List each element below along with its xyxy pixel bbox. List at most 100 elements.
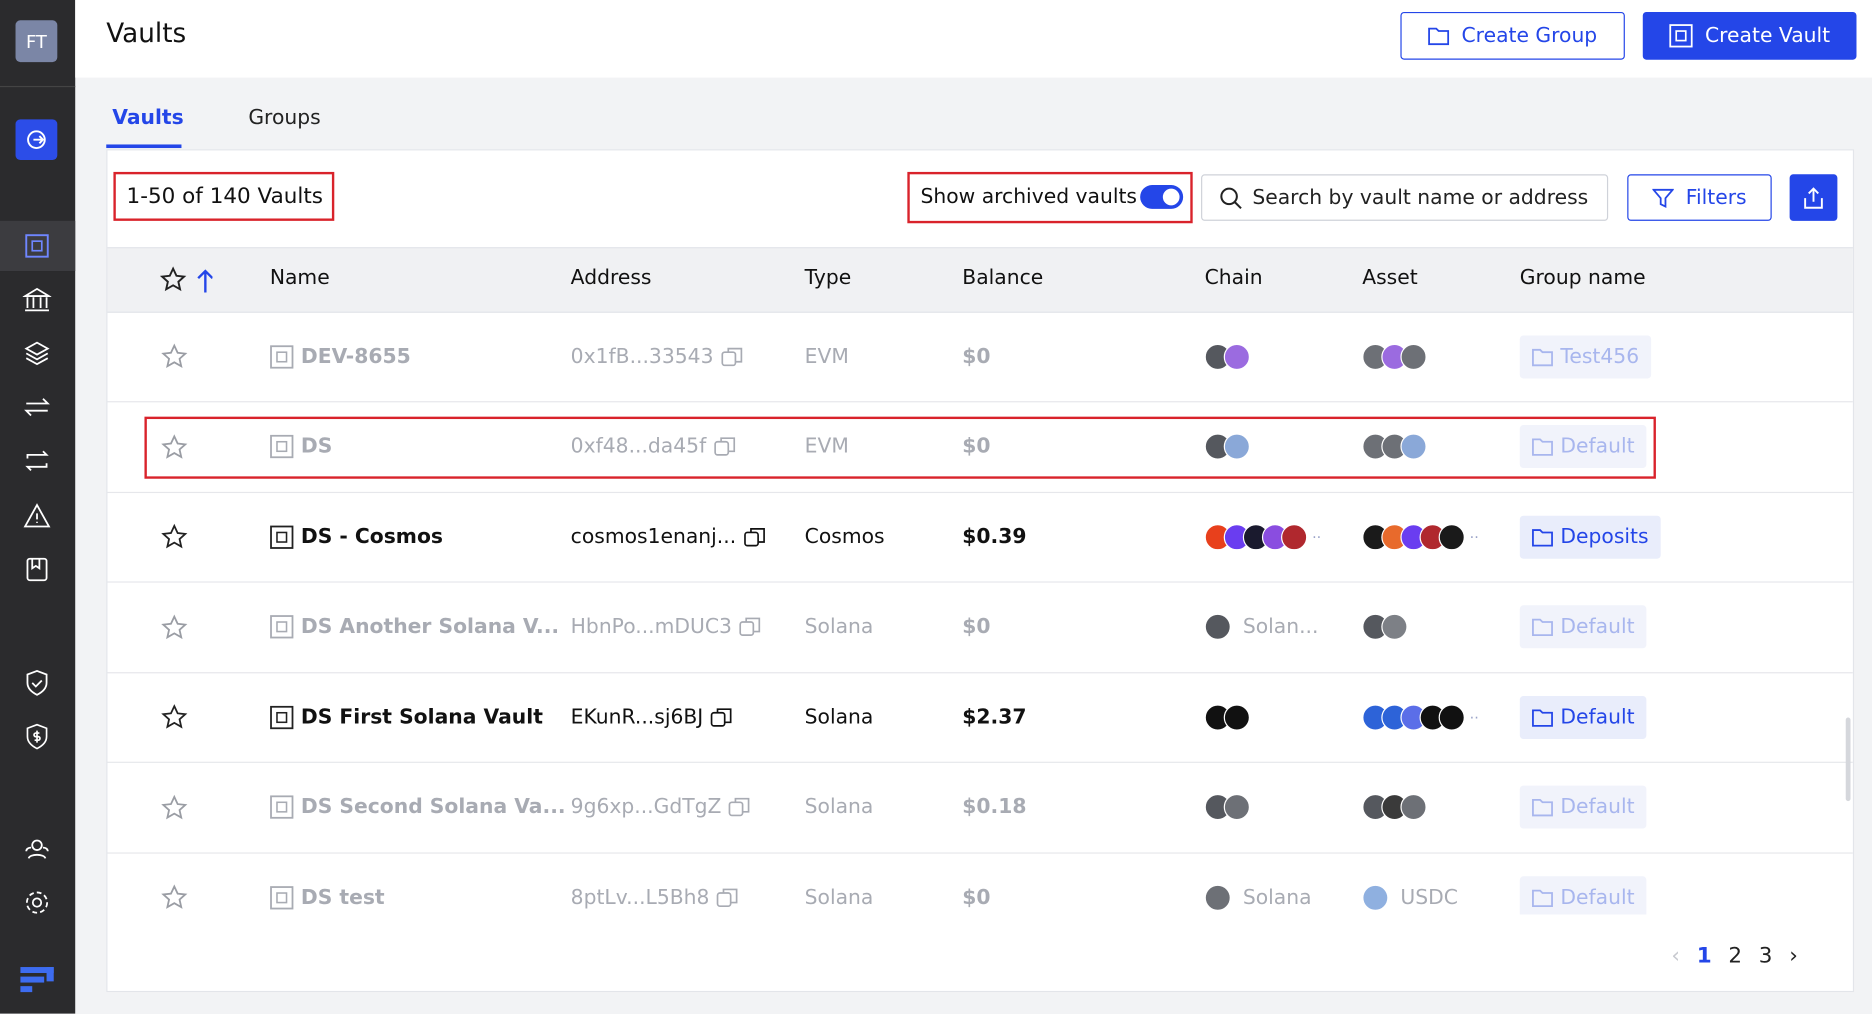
create-vault-button[interactable]: Create Vault <box>1642 11 1857 60</box>
tab[interactable]: Vaults <box>112 106 184 131</box>
table-row: DS - Cosmos cosmos1enanj... Cosmos $0.39 ·· ·… <box>107 492 1853 583</box>
group-badge[interactable]: Default <box>1519 695 1647 739</box>
nav-vaults[interactable] <box>23 232 52 261</box>
icon-label: USDC <box>1400 885 1458 910</box>
button-label: Create Vault <box>1704 23 1831 48</box>
favorite-star[interactable] <box>160 343 189 372</box>
column-header: Type <box>804 266 852 291</box>
page-number[interactable]: 1 <box>1696 942 1712 968</box>
copy-icon[interactable] <box>715 885 739 909</box>
copy-icon[interactable] <box>712 435 736 459</box>
favorite-star[interactable] <box>160 793 189 822</box>
balance: $2.37 <box>962 704 1027 729</box>
vault-name-text[interactable]: DS <box>300 434 333 459</box>
nav-settings[interactable] <box>23 888 52 917</box>
active-nav[interactable] <box>0 220 76 272</box>
nav-book[interactable] <box>23 555 52 584</box>
token-icon <box>1204 884 1231 911</box>
table-header: Name Address Type Balance Chain Asset Group na… <box>107 247 1853 313</box>
vault-name-text[interactable]: DS Another Solana V... <box>300 614 560 639</box>
balance-cell: $0 <box>962 402 990 492</box>
group-badge[interactable]: Test456 <box>1519 334 1652 378</box>
tab[interactable]: Groups <box>248 106 321 131</box>
group-badge[interactable]: Deposits <box>1519 515 1661 559</box>
type-cell: Solana <box>805 762 874 852</box>
type-cell: Cosmos <box>805 492 885 582</box>
vault-name: DEV-8655 <box>270 312 411 402</box>
table-row: DS 0xf48...da45f EVM $0 Default <box>107 402 1853 493</box>
vault-icon <box>270 885 294 909</box>
icon-stack: ·· <box>1204 523 1321 550</box>
group-cell: Default <box>1519 852 1647 915</box>
nav-shield[interactable] <box>23 669 52 698</box>
column-header: Address <box>570 266 652 291</box>
search-box[interactable]: Search by vault name or address <box>1201 174 1609 221</box>
copy-icon[interactable] <box>742 525 766 549</box>
group-badge[interactable]: Default <box>1519 875 1647 915</box>
folder-icon <box>1532 799 1553 817</box>
sort-star[interactable] <box>159 266 213 295</box>
vault-icon <box>270 344 294 369</box>
favorite-star[interactable] <box>160 703 189 732</box>
group-badge[interactable]: Default <box>1519 425 1647 469</box>
copy-icon[interactable] <box>709 705 733 729</box>
vault-name-text[interactable]: DS test <box>300 885 385 910</box>
favorite-star[interactable] <box>160 433 189 462</box>
folder-icon <box>1532 528 1553 546</box>
column-header: Balance <box>962 266 1044 291</box>
address-text: 0x1fB...33543 <box>570 344 714 369</box>
group-cell: Default <box>1519 762 1647 852</box>
favorite-star[interactable] <box>160 523 189 552</box>
column-header: Group name <box>1519 266 1646 291</box>
balance: $0.39 <box>962 524 1027 549</box>
page-number[interactable]: 3 <box>1758 942 1773 968</box>
nav-bank[interactable] <box>22 285 52 314</box>
vault-name-text[interactable]: DS - Cosmos <box>300 524 443 549</box>
vault-name-text[interactable]: DEV-8655 <box>300 344 411 369</box>
address-text: cosmos1enanj... <box>570 524 737 549</box>
create-group-button[interactable]: Create Group <box>1400 11 1625 60</box>
address-text: 9g6xp...GdTgZ <box>570 795 722 820</box>
group-name: Default <box>1560 614 1635 639</box>
group-badge[interactable]: Default <box>1519 785 1647 829</box>
next-page[interactable]: › <box>1789 942 1798 968</box>
archived-toggle[interactable] <box>1140 185 1184 209</box>
page-number[interactable]: 2 <box>1728 942 1743 968</box>
search-placeholder: Search by vault name or address <box>1252 185 1589 210</box>
nav-alerts[interactable] <box>23 501 52 530</box>
copy-icon[interactable] <box>719 344 743 368</box>
type-cell: Solana <box>805 582 874 672</box>
token-icon <box>1438 703 1465 731</box>
address-text: 8ptLv...L5Bh8 <box>570 885 710 910</box>
chain-cell <box>1204 402 1250 492</box>
avatar[interactable]: FT <box>15 20 58 63</box>
prev-page[interactable]: ‹ <box>1671 942 1681 968</box>
nav-layers[interactable] <box>23 339 52 368</box>
copy-icon[interactable] <box>738 615 762 639</box>
folder-icon <box>1532 889 1553 907</box>
vault-name-text[interactable]: DS Second Solana Va... <box>300 795 566 820</box>
type: Solana <box>804 885 874 910</box>
export-button[interactable] <box>1789 174 1838 221</box>
favorite-star[interactable] <box>160 883 189 912</box>
icon-stack <box>1362 433 1427 460</box>
page-title: Vaults <box>106 19 187 49</box>
scrollbar[interactable] <box>1845 717 1851 802</box>
address-text: EKunR...sj6BJ <box>570 704 704 729</box>
group-badge[interactable]: Default <box>1519 605 1647 649</box>
vault-name-text[interactable]: DS First Solana Vault <box>300 704 543 729</box>
nav-transfer[interactable] <box>23 393 52 422</box>
icon-stack <box>1204 703 1250 731</box>
favorite-star[interactable] <box>160 613 189 642</box>
nav-shield-dollar[interactable] <box>23 722 52 751</box>
chain-cell: Solana <box>1204 852 1312 914</box>
nav-team[interactable] <box>23 835 52 864</box>
address: 0x1fB...33543 <box>571 312 744 402</box>
table-row: DEV-8655 0x1fB...33543 EVM $0 Test456 <box>107 312 1853 403</box>
vault-icon <box>270 705 294 729</box>
copy-icon[interactable] <box>727 795 751 819</box>
nav-swap[interactable] <box>23 447 52 476</box>
filters-button[interactable]: Filters <box>1627 174 1772 221</box>
balance: $0 <box>962 434 991 459</box>
logout-button[interactable] <box>15 119 58 160</box>
